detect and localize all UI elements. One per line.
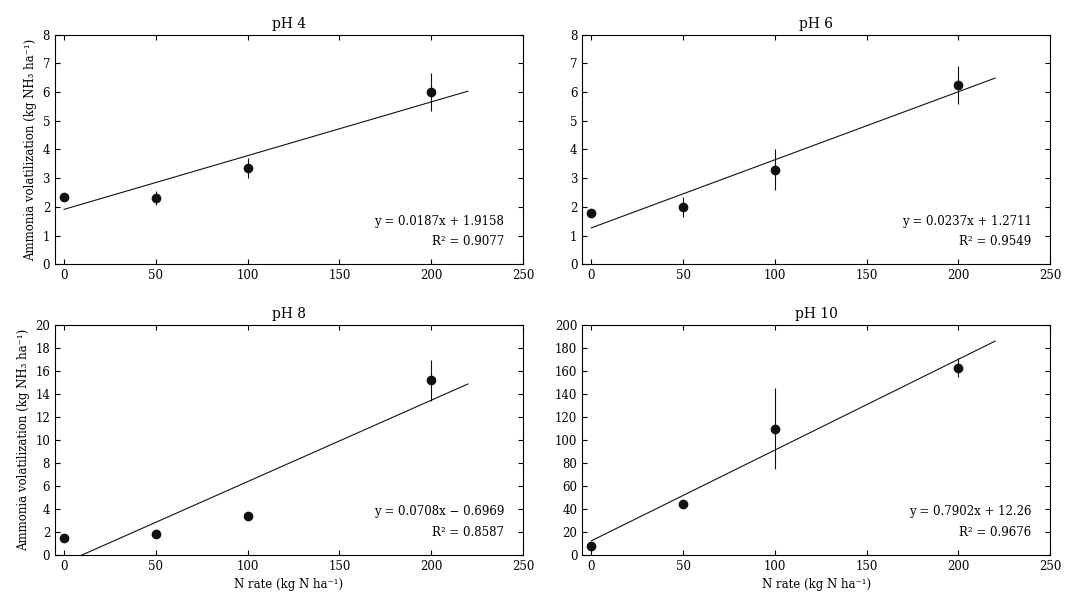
Text: y = 0.7902x + 12.26: y = 0.7902x + 12.26 xyxy=(909,505,1032,518)
Text: R² = 0.9676: R² = 0.9676 xyxy=(959,526,1032,539)
Title: pH 6: pH 6 xyxy=(799,16,833,30)
Text: R² = 0.9549: R² = 0.9549 xyxy=(959,235,1032,248)
Y-axis label: Ammonia volatilization (kg NH₃ ha⁻¹): Ammonia volatilization (kg NH₃ ha⁻¹) xyxy=(24,38,37,261)
Text: R² = 0.9077: R² = 0.9077 xyxy=(432,235,505,248)
Text: y = 0.0237x + 1.2711: y = 0.0237x + 1.2711 xyxy=(901,215,1032,227)
Text: y = 0.0708x − 0.6969: y = 0.0708x − 0.6969 xyxy=(374,505,505,518)
Text: R² = 0.8587: R² = 0.8587 xyxy=(432,526,505,539)
Title: pH 8: pH 8 xyxy=(272,307,306,321)
Text: y = 0.0187x + 1.9158: y = 0.0187x + 1.9158 xyxy=(374,215,505,227)
Title: pH 4: pH 4 xyxy=(272,16,306,30)
X-axis label: N rate (kg N ha⁻¹): N rate (kg N ha⁻¹) xyxy=(234,578,344,592)
Y-axis label: Ammonia volatilization (kg NH₃ ha⁻¹): Ammonia volatilization (kg NH₃ ha⁻¹) xyxy=(16,329,30,551)
X-axis label: N rate (kg N ha⁻¹): N rate (kg N ha⁻¹) xyxy=(761,578,871,592)
Title: pH 10: pH 10 xyxy=(794,307,838,321)
